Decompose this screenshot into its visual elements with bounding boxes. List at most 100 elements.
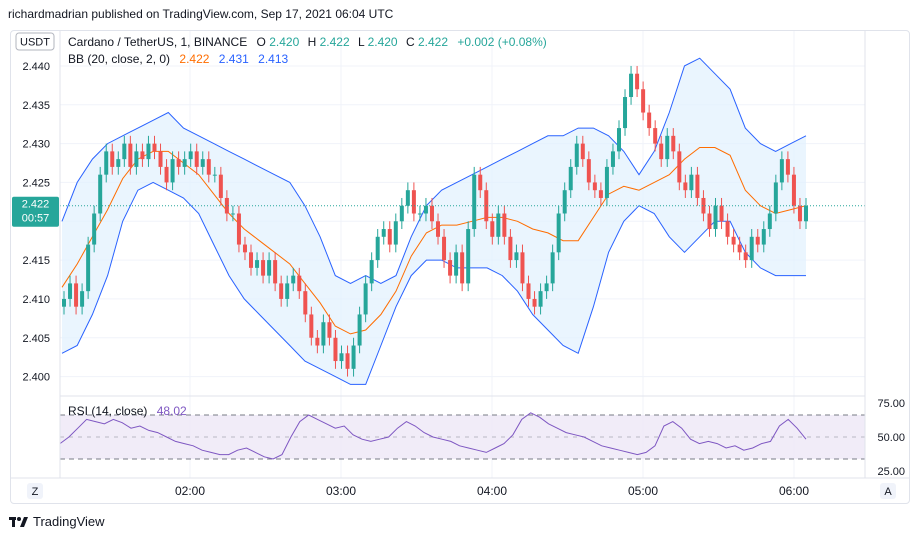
time-tick-label: 04:00 xyxy=(477,484,507,498)
candle xyxy=(797,197,802,230)
candle-body xyxy=(303,291,308,315)
candle-body xyxy=(321,322,326,346)
candle xyxy=(671,128,676,160)
candle xyxy=(363,275,368,323)
published-text: richardmadrian published on TradingView.… xyxy=(8,7,394,21)
candle-body xyxy=(689,174,694,191)
rsi-tick-label: 75.00 xyxy=(877,398,905,410)
candle-body xyxy=(351,345,356,369)
auto-scale-right-control[interactable]: A xyxy=(880,483,896,499)
candle xyxy=(393,213,398,253)
candle-body xyxy=(466,229,471,284)
candle xyxy=(749,229,754,268)
candle xyxy=(623,89,628,136)
candle xyxy=(200,151,205,175)
candle-body xyxy=(357,314,362,346)
candle xyxy=(176,151,181,175)
candle xyxy=(387,221,392,253)
candle xyxy=(261,252,266,284)
candle-body xyxy=(212,174,217,176)
candle xyxy=(460,244,465,292)
candle-body xyxy=(478,174,483,191)
candle-body xyxy=(791,174,796,206)
candle-body xyxy=(767,213,772,230)
candle xyxy=(532,291,537,315)
candle xyxy=(635,65,640,98)
candle xyxy=(544,275,549,299)
price-tick-label: 2.410 xyxy=(22,294,50,306)
time-tick-label: 02:00 xyxy=(175,484,205,498)
candle-body xyxy=(80,291,85,307)
auto-scale-left-control[interactable]: Z xyxy=(27,483,43,499)
currency-badge[interactable]: USDT xyxy=(15,32,55,51)
candle xyxy=(683,174,688,198)
candle-body xyxy=(520,252,525,284)
candle xyxy=(725,213,730,245)
left-control-box[interactable] xyxy=(27,483,43,499)
candle-body xyxy=(592,182,597,191)
legend-h-value: 2.422 xyxy=(320,35,350,49)
candle-body xyxy=(297,275,302,292)
legend-bb-row: BB (20, close, 2, 0) 2.422 2.431 2.413 xyxy=(68,52,288,66)
legend-change: +0.002 (+0.08%) xyxy=(457,35,546,49)
candle-body xyxy=(285,283,290,299)
candle xyxy=(466,221,471,292)
candle-body xyxy=(701,197,706,214)
candle xyxy=(689,166,694,198)
candle-body xyxy=(170,159,175,183)
candle xyxy=(785,151,790,183)
currency-badge-box[interactable] xyxy=(15,32,55,51)
candle-body xyxy=(436,221,441,237)
candle xyxy=(68,275,73,307)
candle xyxy=(351,337,356,377)
candle-body xyxy=(110,151,115,167)
currency-label: USDT xyxy=(20,37,50,49)
candle xyxy=(767,205,772,237)
candle xyxy=(779,151,784,191)
footer: TradingView xyxy=(9,514,105,529)
legend-symbol-row: Cardano / TetherUS, 1, BINANCE O 2.420 H… xyxy=(68,35,547,49)
price-tick-label: 2.425 xyxy=(22,177,50,189)
candle-body xyxy=(665,135,670,160)
price-tick-label: 2.415 xyxy=(22,255,50,267)
candle xyxy=(659,135,664,167)
candle-body xyxy=(176,159,181,167)
candle xyxy=(761,221,766,253)
candle xyxy=(604,159,609,206)
candle xyxy=(526,275,531,307)
legend-bb-lower: 2.413 xyxy=(258,52,288,66)
candle-body xyxy=(375,236,380,261)
candle-body xyxy=(641,89,646,113)
candle-body xyxy=(659,143,664,160)
candle xyxy=(62,291,66,315)
candle-body xyxy=(472,174,477,230)
candle-body xyxy=(514,252,519,261)
candle-body xyxy=(98,174,103,214)
candle-body xyxy=(773,182,778,214)
candle xyxy=(182,151,187,175)
candle xyxy=(405,182,410,214)
price-tick-label: 2.430 xyxy=(22,139,50,151)
candle xyxy=(309,306,314,346)
candle xyxy=(146,135,151,167)
candle-body xyxy=(725,221,730,237)
candle-body xyxy=(761,229,766,245)
candle-body xyxy=(604,166,609,198)
right-control-box[interactable] xyxy=(880,483,896,499)
candle xyxy=(230,205,235,222)
rsi-tick-label: 25.00 xyxy=(877,466,905,478)
rsi-tick-label: 50.00 xyxy=(877,432,905,444)
legend-bb-basis: 2.422 xyxy=(179,52,209,66)
candle-body xyxy=(122,143,127,160)
candle-body xyxy=(291,275,296,284)
candle-body xyxy=(538,291,543,307)
candle-body xyxy=(273,260,278,284)
candle xyxy=(629,65,634,105)
candle xyxy=(255,252,260,276)
candle xyxy=(719,197,724,230)
candle xyxy=(713,197,718,237)
candle-body xyxy=(104,151,109,175)
candle-body xyxy=(411,190,416,214)
candle-body xyxy=(683,182,688,191)
